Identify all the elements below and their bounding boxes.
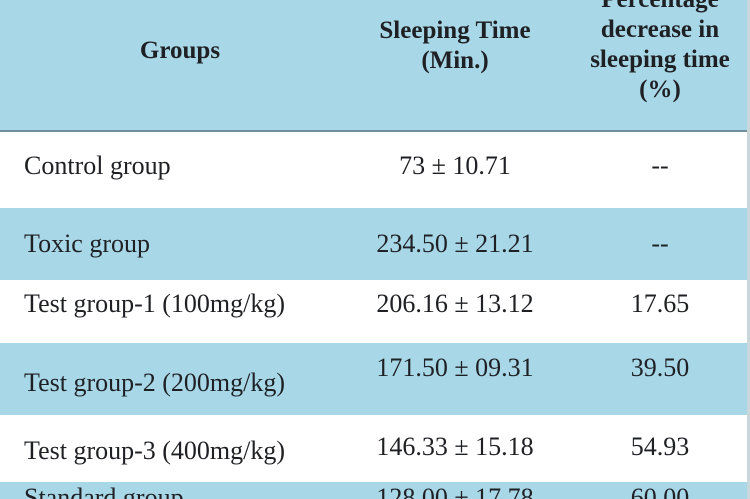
header-sleeping-time-line2: (Min.): [421, 47, 489, 74]
cell-decrease: 54.93: [630, 432, 690, 462]
cell-sleeping-time: 146.33 ± 15.18: [376, 432, 534, 462]
cell-group: Test group-1 (100mg/kg): [24, 289, 286, 318]
table-right-border: [747, 0, 750, 499]
table-row: Toxic group 234.50 ± 21.21 --: [0, 208, 750, 280]
cell-sleeping-time: 128.00 ± 17.78: [376, 483, 534, 499]
cell-decrease: 60.00: [630, 483, 690, 499]
cell-sleeping-time: 206.16 ± 13.12: [376, 289, 534, 318]
cell-sleeping-time: 234.50 ± 21.21: [376, 229, 534, 258]
table-row: Test group-3 (400mg/kg) 146.33 ± 15.18 5…: [0, 415, 750, 487]
header-percentage-line1: Percentage: [570, 0, 750, 15]
cell-decrease: 17.65: [630, 289, 690, 318]
header-percentage-line2: decrease in: [600, 16, 720, 43]
header-percentage-line4: (%): [639, 76, 681, 103]
header-percentage-decrease: Percentage decrease in sleeping time (%): [570, 0, 750, 105]
cell-decrease: --: [651, 229, 669, 258]
cell-group: Test group-3 (400mg/kg): [24, 436, 286, 465]
table-header: Groups Sleeping Time (Min.) Percentage d…: [0, 0, 750, 132]
header-groups: Groups: [80, 36, 280, 66]
header-sleeping-time-line1: Sleeping Time: [379, 17, 531, 44]
cell-decrease: 39.50: [630, 353, 690, 383]
header-sleeping-time: Sleeping Time (Min.): [345, 16, 565, 76]
cell-sleeping-time: 73 ± 10.71: [399, 151, 511, 180]
cell-group: Control group: [24, 151, 171, 180]
cell-sleeping-time: 171.50 ± 09.31: [376, 353, 534, 383]
table-row: Test group-2 (200mg/kg) 171.50 ± 09.31 3…: [0, 343, 750, 415]
table-row: Test group-1 (100mg/kg) 206.16 ± 13.12 1…: [0, 268, 750, 340]
cell-group: Test group-2 (200mg/kg): [24, 367, 286, 397]
cell-group: Toxic group: [24, 229, 150, 258]
cell-group: Standard group: [24, 483, 184, 499]
table-row: Control group 73 ± 10.71 --: [0, 130, 750, 202]
header-groups-label: Groups: [139, 37, 221, 64]
cell-decrease: --: [651, 151, 669, 180]
header-percentage-line3: sleeping time: [590, 46, 730, 73]
table-row: Standard group 128.00 ± 17.78 60.00: [0, 482, 750, 499]
